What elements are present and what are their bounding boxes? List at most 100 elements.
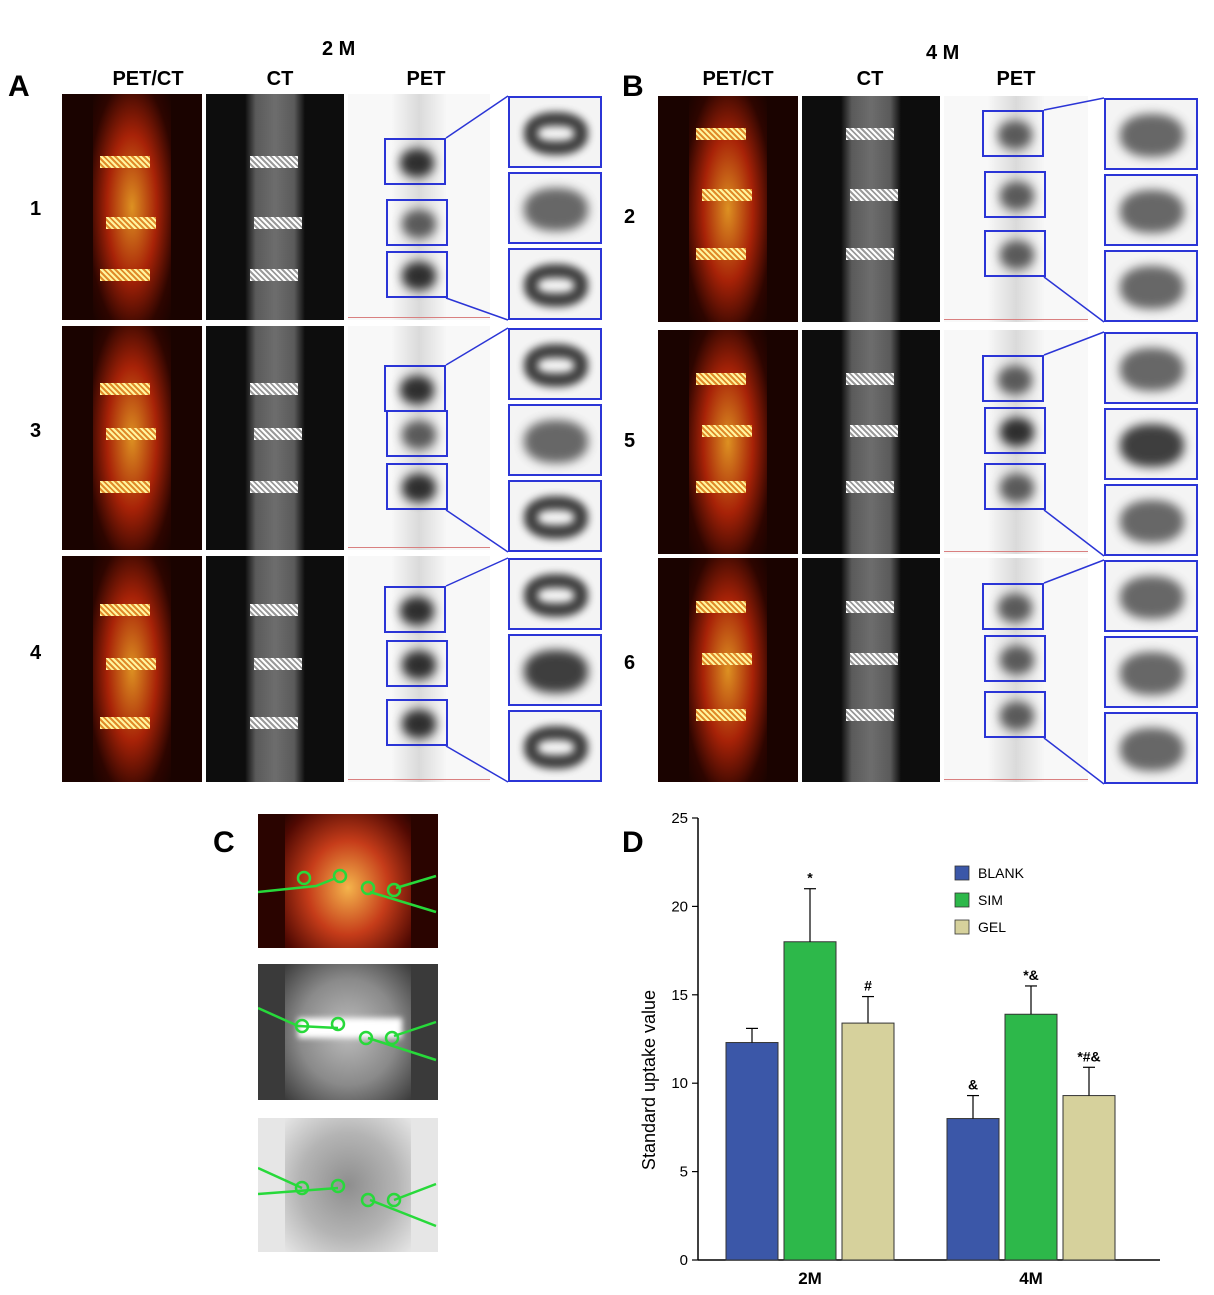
zoom-box — [508, 710, 602, 782]
zoom-uptake-blob — [524, 112, 588, 155]
zoom-box — [508, 96, 602, 168]
panel-letter-c: C — [213, 826, 235, 859]
zoom-uptake-blob — [524, 650, 588, 693]
panel-b-row-2-ct-image — [802, 96, 940, 322]
implant-cage — [850, 425, 898, 437]
uptake-blob — [402, 651, 436, 679]
bar-blank-2m — [725, 1042, 779, 1261]
implant-cage — [254, 217, 302, 229]
vertebra-glow — [688, 330, 768, 554]
zoom-uptake-blob — [1120, 114, 1184, 157]
implant-cage — [846, 481, 894, 493]
significance-annotation: * — [807, 870, 813, 886]
uptake-blob — [1000, 474, 1034, 502]
pet-roi-box — [984, 171, 1046, 218]
pet-roi-box — [984, 635, 1046, 682]
implant-cage — [702, 653, 752, 665]
significance-annotation: # — [864, 978, 872, 994]
spine-bone — [840, 330, 902, 554]
pet-axis-line — [944, 779, 1088, 780]
significance-annotation: & — [968, 1077, 978, 1093]
zoom-box — [1104, 250, 1198, 322]
legend-label-gel: GEL — [978, 919, 1006, 935]
implant-cage — [850, 189, 898, 201]
pet-axis-line — [348, 317, 490, 318]
zoom-uptake-blob — [1120, 190, 1184, 233]
pet-roi-box — [386, 463, 448, 510]
roi-petct-image — [258, 814, 438, 948]
zoom-uptake-blob — [524, 264, 588, 307]
zoom-uptake-blob — [524, 496, 588, 539]
zoom-box — [1104, 98, 1198, 170]
panel-a-row-3-petct-image — [62, 326, 202, 550]
col-header-ct-a: CT — [266, 68, 294, 90]
panel-b-row-6-ct-image — [802, 558, 940, 782]
col-header-ct-b: CT — [856, 68, 884, 90]
group-title-2m: 2 M — [322, 38, 356, 60]
zoom-box — [1104, 332, 1198, 404]
zoom-box — [1104, 408, 1198, 480]
implant-cage — [696, 128, 746, 140]
zoom-uptake-blob — [524, 574, 588, 617]
pet-axis-line — [348, 779, 490, 780]
roi-ct-image — [258, 964, 438, 1100]
implant-cage — [106, 217, 156, 229]
zoom-box — [508, 248, 602, 320]
pet-roi-box — [982, 110, 1044, 157]
uptake-blob — [400, 149, 434, 177]
uptake-blob — [1000, 182, 1034, 210]
implant-cage — [846, 709, 894, 721]
panel-letter-b: B — [622, 70, 644, 103]
col-header-petct-b: PET/CT — [702, 68, 774, 90]
col-header-petct-a: PET/CT — [112, 68, 184, 90]
zoom-uptake-blob — [1120, 266, 1184, 309]
uptake-blob — [400, 597, 434, 625]
implant-cage — [100, 269, 150, 281]
pet-roi-box — [384, 586, 446, 633]
roi-overlay-petct — [258, 868, 437, 914]
implant-cage — [846, 373, 894, 385]
pet-roi-box — [386, 199, 448, 246]
zoom-box — [508, 558, 602, 630]
uptake-blob — [998, 121, 1032, 149]
pet-roi-box — [982, 355, 1044, 402]
uptake-blob — [998, 366, 1032, 394]
x-tick-label: 4M — [1019, 1269, 1043, 1288]
zoom-box — [508, 404, 602, 476]
uptake-blob — [402, 421, 436, 449]
uptake-blob — [402, 710, 436, 738]
panel-letter-a: A — [8, 70, 30, 103]
panel-letter-d: D — [622, 826, 644, 859]
zoom-uptake-blob — [524, 188, 588, 231]
pet-axis-line — [348, 547, 490, 548]
implant-cage — [696, 481, 746, 493]
panel-b-row-5-petct-image — [658, 330, 798, 554]
uptake-blob — [402, 262, 436, 290]
implant-cage — [696, 373, 746, 385]
implant-cage — [250, 481, 298, 493]
vertebra-glow — [92, 94, 172, 320]
row-number-5: 5 — [624, 430, 636, 452]
pet-roi-box — [386, 251, 448, 298]
implant-cage — [254, 658, 302, 670]
uptake-blob — [402, 210, 436, 238]
panel-a-row-1-ct-image — [206, 94, 344, 320]
row-number-3: 3 — [30, 420, 42, 442]
implant-cage — [100, 604, 150, 616]
pet-roi-box — [984, 463, 1046, 510]
pet-roi-box — [384, 138, 446, 185]
row-number-4: 4 — [30, 642, 42, 664]
implant-cage — [250, 269, 298, 281]
panel-b-row-2-petct-image — [658, 96, 798, 322]
zoom-box — [1104, 636, 1198, 708]
zoom-uptake-blob — [1120, 652, 1184, 695]
pet-roi-box — [984, 230, 1046, 277]
zoom-box — [508, 634, 602, 706]
row-number-6: 6 — [624, 652, 636, 674]
group-title-4m: 4 M — [926, 42, 960, 64]
implant-cage — [702, 425, 752, 437]
implant-cage — [254, 428, 302, 440]
zoom-box — [508, 172, 602, 244]
pet-roi-box — [384, 365, 446, 412]
y-tick-label: 0 — [680, 1252, 688, 1269]
